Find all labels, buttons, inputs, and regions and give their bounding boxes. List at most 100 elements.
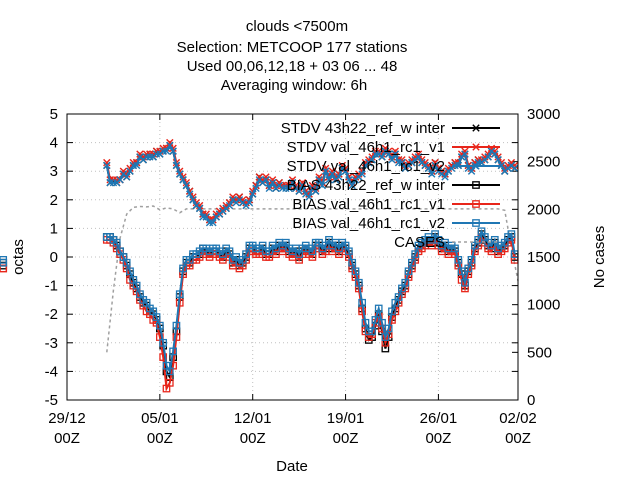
data-point bbox=[262, 176, 270, 184]
y-left-tick-label: 5 bbox=[50, 106, 58, 123]
data-point bbox=[209, 218, 217, 227]
data-point bbox=[507, 230, 516, 238]
data-point bbox=[378, 153, 386, 161]
legend-swatch-marker-stroke bbox=[472, 124, 480, 132]
data-point-stroke bbox=[288, 176, 297, 184]
legend-item: STDV 43h22_ref_w inter bbox=[281, 120, 500, 137]
data-point bbox=[285, 184, 293, 193]
data-point bbox=[351, 267, 360, 276]
y-left-tick-label: -4 bbox=[45, 363, 58, 380]
data-point bbox=[341, 167, 350, 175]
data-point bbox=[249, 190, 257, 198]
legend-label: BIAS 43h22_ref_w inter bbox=[287, 177, 445, 194]
data-point bbox=[202, 213, 210, 221]
data-point bbox=[404, 267, 413, 276]
legend-swatch-marker bbox=[472, 124, 480, 132]
x-tick-label-hour: 00Z bbox=[425, 430, 451, 447]
y-right-tick-label: 0 bbox=[527, 392, 535, 409]
data-point bbox=[126, 267, 134, 276]
data-point bbox=[414, 150, 423, 158]
y-right-tick-label: 2500 bbox=[527, 154, 560, 171]
data-point bbox=[391, 147, 399, 155]
x-tick-label-date: 19/01 bbox=[327, 410, 365, 427]
data-point bbox=[295, 187, 303, 195]
data-point bbox=[398, 158, 406, 167]
data-point bbox=[411, 250, 420, 258]
data-point-stroke bbox=[288, 178, 297, 187]
data-point-stroke bbox=[368, 156, 376, 164]
data-point bbox=[388, 156, 396, 164]
data-point-stroke bbox=[182, 181, 191, 190]
data-point-stroke bbox=[298, 181, 307, 190]
data-point bbox=[391, 150, 399, 158]
data-point bbox=[431, 161, 439, 170]
data-point-stroke bbox=[225, 201, 234, 210]
data-point bbox=[186, 190, 194, 198]
legend-label: STDV 43h22_ref_w inter bbox=[281, 120, 445, 137]
data-point-stroke bbox=[166, 138, 174, 147]
data-point bbox=[126, 167, 134, 175]
data-point bbox=[325, 176, 333, 184]
y-axis-right-title: No cases bbox=[591, 226, 608, 289]
data-point bbox=[169, 147, 177, 155]
data-point bbox=[179, 176, 187, 184]
y-axis-right-ticks: 3000 2500 2000 1500 1000 500 0 bbox=[512, 106, 560, 409]
y-right-tick-label: 1500 bbox=[527, 249, 560, 266]
data-point-stroke bbox=[245, 198, 254, 207]
data-point bbox=[122, 173, 131, 181]
data-point bbox=[132, 281, 141, 290]
data-point-stroke bbox=[431, 158, 439, 167]
x-axis-title: Date bbox=[276, 458, 308, 475]
data-point bbox=[345, 247, 353, 256]
data-point bbox=[182, 181, 191, 190]
data-point-stroke bbox=[103, 161, 111, 170]
x-tick-label-date: 02/02 bbox=[499, 410, 537, 427]
data-point-stroke bbox=[318, 181, 327, 190]
legend: STDV 43h22_ref_w inter STDV val_46h1_rc1_… bbox=[281, 120, 500, 251]
legend-label: CASES bbox=[394, 234, 445, 251]
data-point bbox=[461, 147, 469, 155]
legend-item: CASES bbox=[394, 234, 500, 251]
data-point bbox=[103, 161, 111, 170]
plot-frame bbox=[66, 113, 519, 401]
data-point bbox=[328, 170, 336, 178]
data-point-stroke bbox=[335, 173, 343, 181]
data-point bbox=[288, 176, 297, 184]
data-point-stroke bbox=[132, 161, 141, 170]
data-point-stroke bbox=[305, 193, 313, 201]
data-point bbox=[132, 161, 141, 170]
data-point-stroke bbox=[126, 167, 134, 175]
data-point bbox=[378, 318, 386, 327]
data-point bbox=[401, 278, 410, 287]
legend-swatch-marker-stroke bbox=[472, 162, 480, 170]
y-left-tick-label: -5 bbox=[45, 392, 58, 409]
data-point-stroke bbox=[268, 176, 277, 184]
data-point-stroke bbox=[388, 156, 396, 164]
series-bias-val-46h1-rc1-v2 bbox=[0, 227, 519, 376]
data-point-stroke bbox=[424, 164, 433, 173]
data-point bbox=[265, 184, 273, 193]
data-point bbox=[159, 338, 168, 347]
data-point-stroke bbox=[202, 213, 210, 221]
data-point-stroke bbox=[285, 184, 293, 193]
data-point-stroke bbox=[315, 176, 323, 184]
data-point bbox=[172, 333, 181, 341]
data-point-stroke bbox=[321, 167, 330, 175]
y-left-tick-label: 1 bbox=[50, 220, 58, 237]
data-point-stroke bbox=[186, 187, 194, 195]
legend-swatch-marker-stroke bbox=[472, 143, 480, 151]
series-layer bbox=[0, 138, 519, 393]
legend-swatch-marker bbox=[472, 181, 480, 189]
data-point bbox=[348, 181, 356, 190]
data-point-stroke bbox=[391, 147, 399, 155]
data-point-stroke bbox=[428, 170, 436, 178]
y-left-tick-label: 2 bbox=[50, 192, 58, 209]
data-point bbox=[454, 256, 463, 264]
data-point bbox=[152, 313, 161, 321]
data-point-stroke bbox=[298, 178, 307, 187]
data-point bbox=[165, 378, 174, 387]
data-point bbox=[179, 264, 187, 273]
data-point-stroke bbox=[358, 170, 366, 178]
x-tick-label-date: 12/01 bbox=[234, 410, 272, 427]
y-left-tick-label: 3 bbox=[50, 163, 58, 180]
